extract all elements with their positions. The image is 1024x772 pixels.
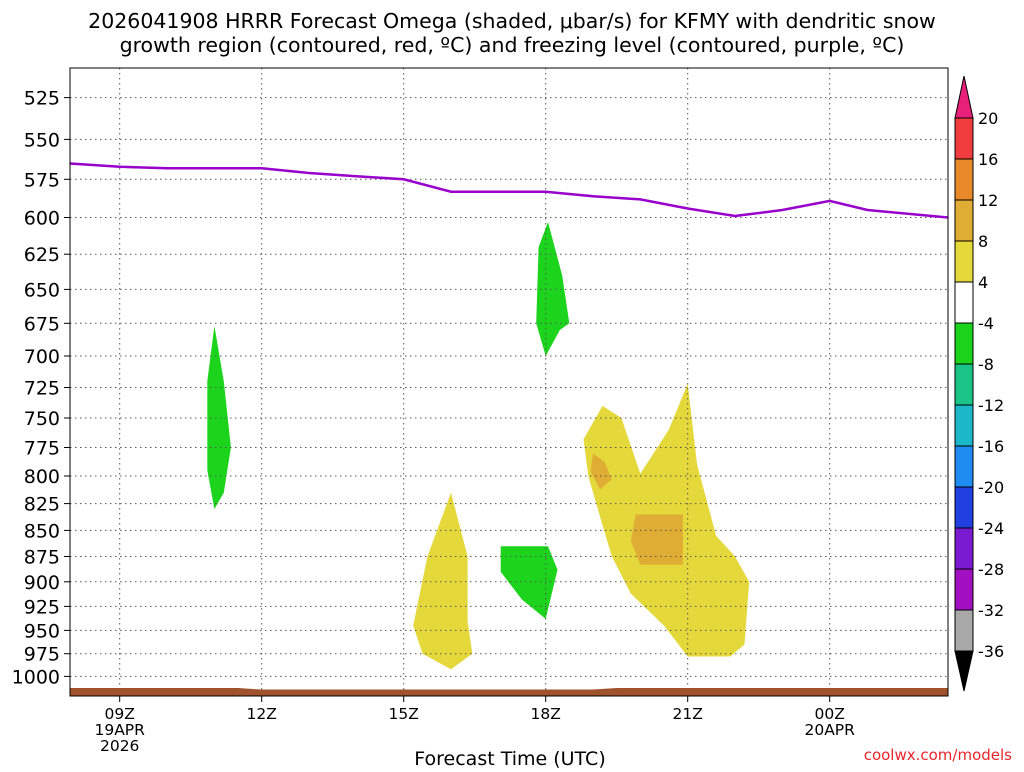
colorbar-label: 16: [978, 150, 998, 169]
y-tick-label: 925: [24, 596, 60, 618]
y-tick-label: 700: [24, 346, 60, 368]
colorbar-band: [954, 240, 974, 283]
y-tick-label: 800: [24, 466, 60, 488]
colorbar-label: 20: [978, 109, 998, 128]
x-tick-label: 09Z: [105, 705, 135, 723]
y-tick-label: 825: [24, 494, 60, 516]
ground-surface: [70, 688, 948, 696]
x-axis-label: Forecast Time (UTC): [414, 748, 605, 768]
x-tick-label: 00Z: [815, 705, 845, 723]
colorbar-band: [954, 281, 974, 324]
colorbar-band: [954, 199, 974, 242]
x-tick-label: 19APR: [94, 721, 145, 739]
chart-title-line-2: growth region (contoured, red, ºC) and f…: [120, 33, 905, 57]
colorbar-top-arrow: [954, 75, 974, 119]
colorbar-label: -32: [978, 601, 1004, 620]
colorbar-label: -28: [978, 560, 1004, 579]
grid-lines: [70, 68, 948, 696]
y-tick-label: 875: [24, 547, 60, 569]
x-tick-label: 18Z: [531, 705, 561, 723]
x-tick-label: 12Z: [247, 705, 277, 723]
y-tick-label: 950: [24, 620, 60, 642]
y-tick-label: 975: [24, 644, 60, 666]
y-tick-label: 625: [24, 244, 60, 266]
colorbar-band: [954, 404, 974, 447]
colorbar-label: -12: [978, 396, 1004, 415]
y-tick-label: 675: [24, 313, 60, 335]
plot-border: [69, 67, 949, 697]
plot-area: 525 550 575 600 625 650 675 700 725 750 775 800 825 8…: [12, 67, 949, 755]
colorbar-band: [954, 158, 974, 201]
x-tick-label: 21Z: [673, 705, 703, 723]
colorbar-label: -24: [978, 519, 1004, 538]
y-tick-label: 725: [24, 378, 60, 400]
x-tick-label: 15Z: [389, 705, 419, 723]
x-tick-label: 2026: [100, 737, 139, 755]
y-tick-label: 1000: [12, 666, 60, 688]
colorbar-band: [954, 117, 974, 160]
colorbar-band: [954, 486, 974, 529]
colorbar-label: 4: [978, 273, 988, 292]
yellow-area-1: [413, 492, 473, 670]
y-tick-label: 650: [24, 279, 60, 301]
colorbar-label: -4: [978, 314, 994, 333]
colorbar-band: [954, 609, 974, 652]
chart-title-line-1: 2026041908 HRRR Forecast Omega (shaded, …: [88, 9, 936, 33]
colorbar-band: [954, 568, 974, 611]
colorbar-band: [954, 322, 974, 365]
x-tick-label: 20APR: [804, 721, 855, 739]
colorbar-label: -36: [978, 642, 1004, 661]
colorbar-bottom-arrow: [954, 650, 974, 692]
y-tick-label: 775: [24, 438, 60, 460]
colorbar-band: [954, 445, 974, 488]
colorbar-band: [954, 363, 974, 406]
colorbar-label: 12: [978, 191, 998, 210]
axis-ticks: 525 550 575 600 625 650 675 700 725 750 775 800 825 8…: [12, 88, 856, 755]
y-tick-label: 600: [24, 208, 60, 230]
green-area-3: [500, 546, 558, 619]
y-tick-label: 575: [24, 169, 60, 191]
green-area-1: [207, 326, 231, 510]
orange-area-2: [630, 514, 683, 565]
colorbar-label: -8: [978, 355, 994, 374]
credit-text: coolwx.com/models: [864, 746, 1012, 764]
colorbar: 20 16 12 8 4 -4 -8 -12 -16 -20 -24 -28 -32 -36: [954, 75, 1004, 692]
y-tick-label: 525: [24, 88, 60, 110]
y-tick-label: 750: [24, 408, 60, 430]
colorbar-label: -20: [978, 478, 1004, 497]
y-tick-label: 550: [24, 129, 60, 151]
freezing-level-line: [70, 162, 948, 219]
y-tick-label: 900: [24, 572, 60, 594]
orange-area-1: [590, 453, 612, 490]
colorbar-band: [954, 527, 974, 570]
shaded-regions: [207, 222, 750, 670]
colorbar-label: 8: [978, 232, 988, 251]
y-tick-label: 850: [24, 520, 60, 542]
colorbar-label: -16: [978, 437, 1004, 456]
green-area-2: [536, 222, 570, 356]
